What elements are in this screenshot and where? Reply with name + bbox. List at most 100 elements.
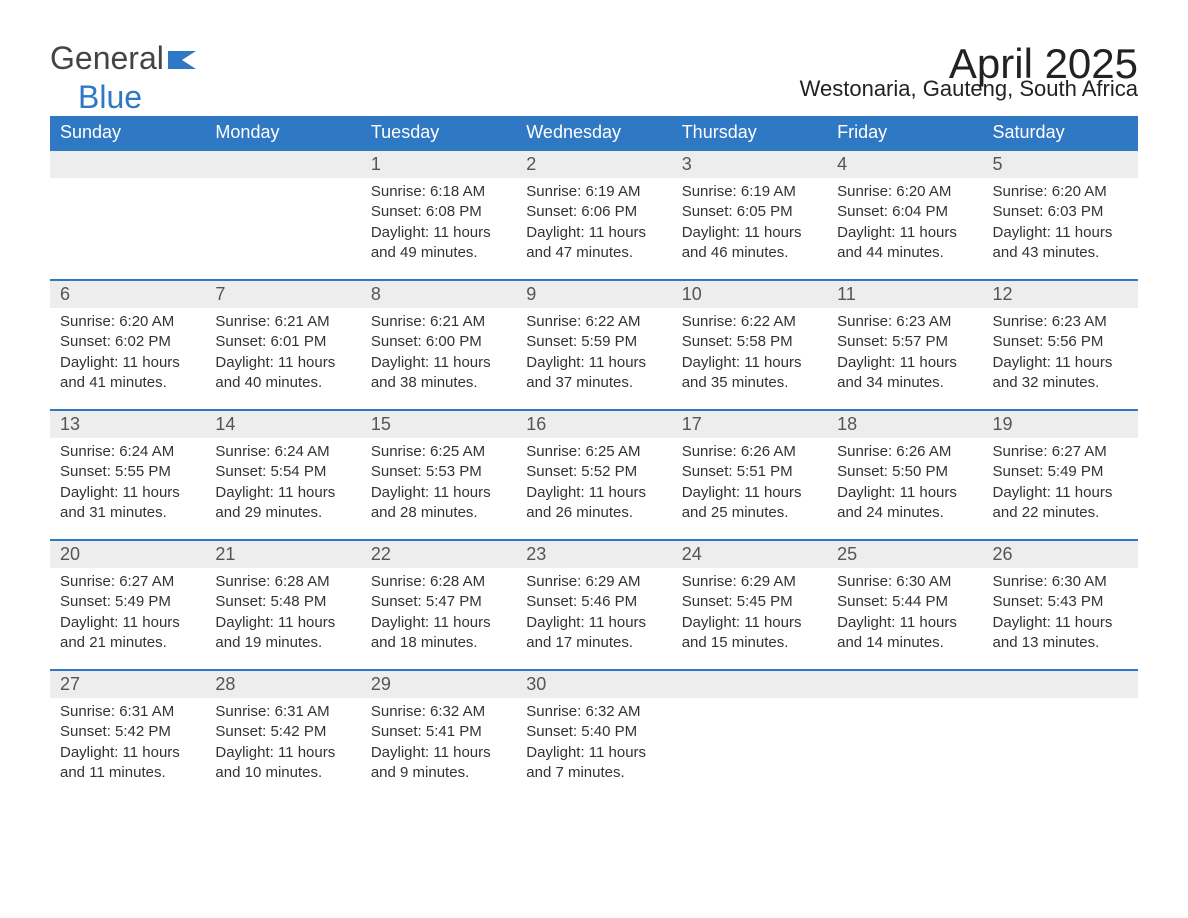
calendar-day-cell: 16Sunrise: 6:25 AMSunset: 5:52 PMDayligh…: [516, 409, 671, 539]
sunset-line: Sunset: 5:57 PM: [837, 333, 948, 350]
day-data: Sunrise: 6:21 AMSunset: 6:00 PMDaylight:…: [361, 308, 516, 409]
day-number: 27: [50, 671, 205, 698]
day-number: 8: [361, 281, 516, 308]
sunset-line: Sunset: 5:41 PM: [371, 723, 482, 740]
calendar-day-cell: 5Sunrise: 6:20 AMSunset: 6:03 PMDaylight…: [983, 149, 1138, 279]
sunset-line: Sunset: 5:42 PM: [60, 723, 171, 740]
day-data: Sunrise: 6:20 AMSunset: 6:02 PMDaylight:…: [50, 308, 205, 409]
sunset-line: Sunset: 5:48 PM: [215, 593, 326, 610]
day-data: Sunrise: 6:18 AMSunset: 6:08 PMDaylight:…: [361, 178, 516, 279]
calendar-day-cell: 22Sunrise: 6:28 AMSunset: 5:47 PMDayligh…: [361, 539, 516, 669]
sunrise-line: Sunrise: 6:18 AM: [371, 183, 485, 200]
day-data: Sunrise: 6:25 AMSunset: 5:53 PMDaylight:…: [361, 438, 516, 539]
daylight-line: Daylight: 11 hours and 47 minutes.: [526, 224, 646, 261]
calendar-day-cell: 1Sunrise: 6:18 AMSunset: 6:08 PMDaylight…: [361, 149, 516, 279]
sunrise-line: Sunrise: 6:27 AM: [993, 443, 1107, 460]
daylight-line: Daylight: 11 hours and 43 minutes.: [993, 224, 1113, 261]
day-data: Sunrise: 6:24 AMSunset: 5:54 PMDaylight:…: [205, 438, 360, 539]
daylight-line: Daylight: 11 hours and 31 minutes.: [60, 484, 180, 521]
day-data: Sunrise: 6:32 AMSunset: 5:41 PMDaylight:…: [361, 698, 516, 799]
daylight-line: Daylight: 11 hours and 40 minutes.: [215, 354, 335, 391]
sunrise-line: Sunrise: 6:31 AM: [60, 703, 174, 720]
sunrise-line: Sunrise: 6:31 AM: [215, 703, 329, 720]
daylight-line: Daylight: 11 hours and 26 minutes.: [526, 484, 646, 521]
calendar-week-row: 13Sunrise: 6:24 AMSunset: 5:55 PMDayligh…: [50, 409, 1138, 539]
sunrise-line: Sunrise: 6:24 AM: [215, 443, 329, 460]
sunrise-line: Sunrise: 6:20 AM: [837, 183, 951, 200]
sunset-line: Sunset: 5:49 PM: [993, 463, 1104, 480]
weekday-header: Monday: [205, 116, 360, 149]
day-number: [827, 671, 982, 698]
day-data: Sunrise: 6:24 AMSunset: 5:55 PMDaylight:…: [50, 438, 205, 539]
day-data: Sunrise: 6:19 AMSunset: 6:06 PMDaylight:…: [516, 178, 671, 279]
sunset-line: Sunset: 5:44 PM: [837, 593, 948, 610]
sunset-line: Sunset: 6:03 PM: [993, 203, 1104, 220]
day-data: Sunrise: 6:29 AMSunset: 5:46 PMDaylight:…: [516, 568, 671, 669]
calendar-empty-cell: [50, 149, 205, 279]
calendar-day-cell: 26Sunrise: 6:30 AMSunset: 5:43 PMDayligh…: [983, 539, 1138, 669]
daylight-line: Daylight: 11 hours and 46 minutes.: [682, 224, 802, 261]
sunset-line: Sunset: 5:45 PM: [682, 593, 793, 610]
daylight-line: Daylight: 11 hours and 18 minutes.: [371, 614, 491, 651]
sunset-line: Sunset: 5:42 PM: [215, 723, 326, 740]
day-data: Sunrise: 6:19 AMSunset: 6:05 PMDaylight:…: [672, 178, 827, 279]
day-number: 1: [361, 151, 516, 178]
day-number: 21: [205, 541, 360, 568]
daylight-line: Daylight: 11 hours and 10 minutes.: [215, 744, 335, 781]
calendar-day-cell: 8Sunrise: 6:21 AMSunset: 6:00 PMDaylight…: [361, 279, 516, 409]
sunrise-line: Sunrise: 6:29 AM: [526, 573, 640, 590]
calendar-day-cell: 12Sunrise: 6:23 AMSunset: 5:56 PMDayligh…: [983, 279, 1138, 409]
day-data: Sunrise: 6:22 AMSunset: 5:59 PMDaylight:…: [516, 308, 671, 409]
calendar-day-cell: 19Sunrise: 6:27 AMSunset: 5:49 PMDayligh…: [983, 409, 1138, 539]
calendar-day-cell: 17Sunrise: 6:26 AMSunset: 5:51 PMDayligh…: [672, 409, 827, 539]
calendar-day-cell: 28Sunrise: 6:31 AMSunset: 5:42 PMDayligh…: [205, 669, 360, 799]
sunset-line: Sunset: 5:58 PM: [682, 333, 793, 350]
day-number: 2: [516, 151, 671, 178]
calendar-day-cell: 11Sunrise: 6:23 AMSunset: 5:57 PMDayligh…: [827, 279, 982, 409]
calendar-day-cell: 6Sunrise: 6:20 AMSunset: 6:02 PMDaylight…: [50, 279, 205, 409]
calendar-day-cell: 29Sunrise: 6:32 AMSunset: 5:41 PMDayligh…: [361, 669, 516, 799]
weekday-header: Wednesday: [516, 116, 671, 149]
calendar-day-cell: 23Sunrise: 6:29 AMSunset: 5:46 PMDayligh…: [516, 539, 671, 669]
weekday-header: Tuesday: [361, 116, 516, 149]
weekday-header: Saturday: [983, 116, 1138, 149]
daylight-line: Daylight: 11 hours and 44 minutes.: [837, 224, 957, 261]
day-number: 9: [516, 281, 671, 308]
calendar-week-row: 6Sunrise: 6:20 AMSunset: 6:02 PMDaylight…: [50, 279, 1138, 409]
day-data: Sunrise: 6:23 AMSunset: 5:57 PMDaylight:…: [827, 308, 982, 409]
sunset-line: Sunset: 5:49 PM: [60, 593, 171, 610]
sunrise-line: Sunrise: 6:25 AM: [371, 443, 485, 460]
sunrise-line: Sunrise: 6:19 AM: [682, 183, 796, 200]
day-number: 15: [361, 411, 516, 438]
day-number: 13: [50, 411, 205, 438]
sunrise-line: Sunrise: 6:23 AM: [837, 313, 951, 330]
day-number: 23: [516, 541, 671, 568]
calendar-day-cell: 14Sunrise: 6:24 AMSunset: 5:54 PMDayligh…: [205, 409, 360, 539]
daylight-line: Daylight: 11 hours and 19 minutes.: [215, 614, 335, 651]
calendar-day-cell: 27Sunrise: 6:31 AMSunset: 5:42 PMDayligh…: [50, 669, 205, 799]
calendar-day-cell: 21Sunrise: 6:28 AMSunset: 5:48 PMDayligh…: [205, 539, 360, 669]
sunrise-line: Sunrise: 6:21 AM: [371, 313, 485, 330]
day-data: Sunrise: 6:28 AMSunset: 5:48 PMDaylight:…: [205, 568, 360, 669]
daylight-line: Daylight: 11 hours and 32 minutes.: [993, 354, 1113, 391]
calendar-empty-cell: [672, 669, 827, 799]
sunset-line: Sunset: 5:46 PM: [526, 593, 637, 610]
logo-text-general: General: [50, 40, 164, 77]
day-number: 18: [827, 411, 982, 438]
day-data: Sunrise: 6:26 AMSunset: 5:50 PMDaylight:…: [827, 438, 982, 539]
sunrise-line: Sunrise: 6:30 AM: [993, 573, 1107, 590]
daylight-line: Daylight: 11 hours and 41 minutes.: [60, 354, 180, 391]
sunset-line: Sunset: 6:00 PM: [371, 333, 482, 350]
sunrise-line: Sunrise: 6:28 AM: [371, 573, 485, 590]
sunrise-line: Sunrise: 6:22 AM: [682, 313, 796, 330]
day-number: 12: [983, 281, 1138, 308]
daylight-line: Daylight: 11 hours and 37 minutes.: [526, 354, 646, 391]
sunrise-line: Sunrise: 6:26 AM: [837, 443, 951, 460]
day-number: 30: [516, 671, 671, 698]
day-number: 24: [672, 541, 827, 568]
weekday-header: Thursday: [672, 116, 827, 149]
day-data: Sunrise: 6:27 AMSunset: 5:49 PMDaylight:…: [983, 438, 1138, 539]
daylight-line: Daylight: 11 hours and 35 minutes.: [682, 354, 802, 391]
sunset-line: Sunset: 5:53 PM: [371, 463, 482, 480]
day-number: 22: [361, 541, 516, 568]
